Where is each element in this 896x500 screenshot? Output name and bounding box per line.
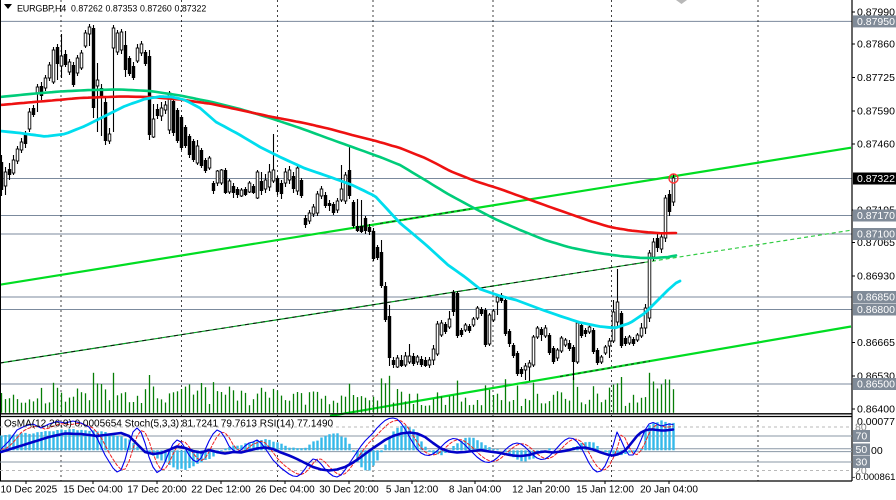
svg-text:0.86400: 0.86400: [857, 404, 895, 416]
svg-text:0.86665: 0.86665: [857, 337, 895, 349]
svg-text:70: 70: [856, 431, 868, 443]
svg-text:30 Dec 20:00: 30 Dec 20:00: [319, 485, 379, 496]
svg-text:80: 80: [855, 422, 867, 434]
svg-text:0.87262: 0.87262: [71, 4, 103, 14]
svg-text:50: 50: [856, 444, 868, 456]
svg-text:0.87065: 0.87065: [857, 237, 895, 249]
svg-text:0.87322: 0.87322: [175, 4, 207, 14]
svg-text:0.87460: 0.87460: [857, 139, 895, 151]
svg-text:0.87322: 0.87322: [857, 173, 895, 185]
svg-text:22 Dec 12:00: 22 Dec 12:00: [191, 485, 251, 496]
svg-text:-0.000861: -0.000861: [852, 472, 895, 483]
svg-text:26 Dec 04:00: 26 Dec 04:00: [255, 485, 315, 496]
svg-text:0.87860: 0.87860: [857, 39, 895, 51]
svg-text:0.87100: 0.87100: [857, 229, 895, 241]
svg-text:12 Jan 20:00: 12 Jan 20:00: [512, 485, 570, 496]
svg-text:0.87590: 0.87590: [857, 106, 895, 118]
svg-text:EURGBP,H4: EURGBP,H4: [17, 4, 66, 14]
svg-text:0.86500: 0.86500: [857, 379, 895, 391]
svg-text:0.00077: 0.00077: [857, 416, 895, 428]
svg-text:OsMA(12,26,9) 0.0005654 Stoch: OsMA(12,26,9) 0.0005654 Stoch(5,3,3) 81.…: [4, 419, 334, 430]
svg-text:5 Jan 12:00: 5 Jan 12:00: [386, 485, 439, 496]
svg-text:15 Jan 12:00: 15 Jan 12:00: [576, 485, 634, 496]
svg-text:00: 00: [871, 445, 883, 457]
svg-text:0.86850: 0.86850: [857, 292, 895, 304]
svg-text:0.87950: 0.87950: [857, 16, 895, 28]
svg-text:0.86800: 0.86800: [857, 304, 895, 316]
svg-text:30: 30: [856, 457, 868, 469]
svg-text:10 Dec 2025: 10 Dec 2025: [1, 485, 58, 496]
svg-text:17 Dec 20:00: 17 Dec 20:00: [127, 485, 187, 496]
svg-text:8 Jan 04:00: 8 Jan 04:00: [449, 485, 502, 496]
svg-text:0.87725: 0.87725: [857, 72, 895, 84]
svg-text:0.86930: 0.86930: [857, 271, 895, 283]
svg-text:0.87170: 0.87170: [857, 210, 895, 222]
svg-text:0.87353: 0.87353: [106, 4, 138, 14]
svg-text:20 Jan 04:00: 20 Jan 04:00: [640, 485, 698, 496]
svg-text:0.87260: 0.87260: [140, 4, 172, 14]
svg-text:15 Dec 04:00: 15 Dec 04:00: [63, 485, 123, 496]
svg-text:20: 20: [855, 465, 867, 477]
